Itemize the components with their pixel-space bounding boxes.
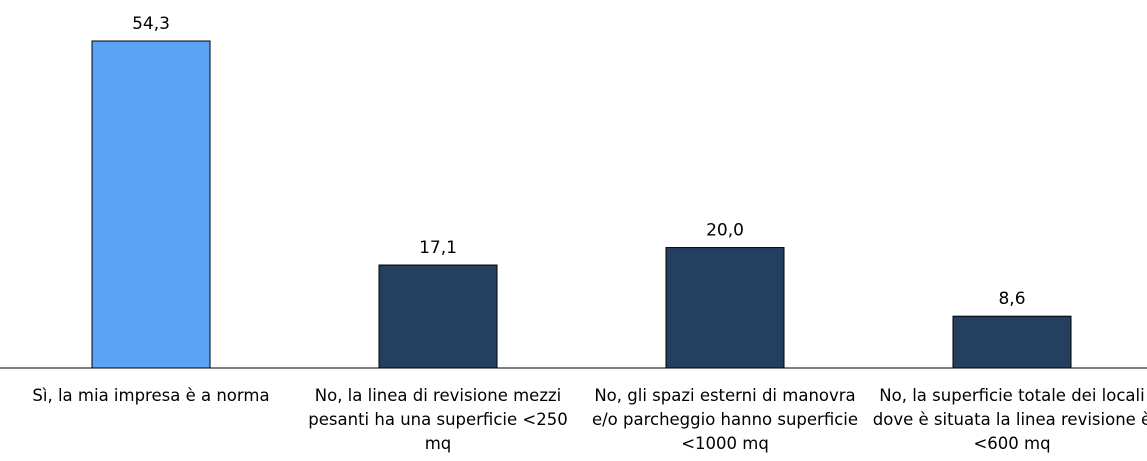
bar (378, 264, 498, 369)
value-label: 17,1 (419, 238, 457, 258)
x-tick-label: No, gli spazi esterni di manovra e/o par… (591, 386, 859, 453)
bar (952, 315, 1072, 369)
x-tick-label: No, la superficie totale dei locali dove… (872, 386, 1147, 453)
x-tick-label: No, la linea di revisione mezzi pesanti … (308, 386, 568, 453)
bar (91, 40, 211, 369)
value-label: 54,3 (132, 14, 170, 34)
bar (665, 247, 785, 369)
value-label: 8,6 (998, 289, 1025, 309)
value-label: 20,0 (706, 221, 744, 241)
x-tick-label: Sì, la mia impresa è a norma (32, 386, 270, 405)
